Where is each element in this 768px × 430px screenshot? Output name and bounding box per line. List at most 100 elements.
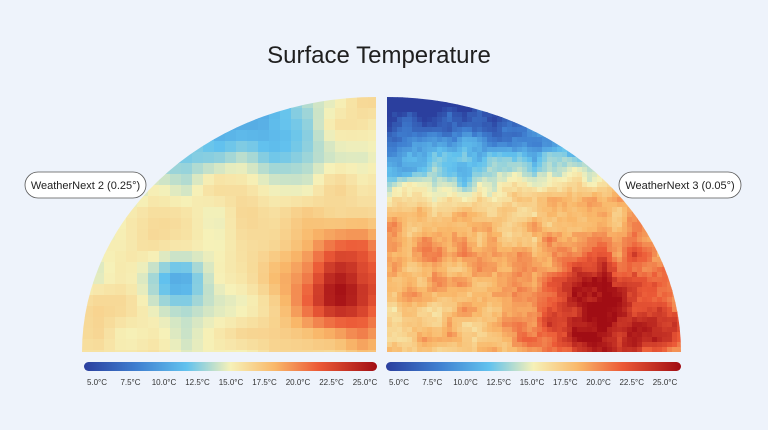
heat-cell <box>522 267 528 273</box>
heat-cell <box>148 273 160 285</box>
heat-cell <box>357 339 369 351</box>
heat-cell <box>532 162 538 168</box>
heat-cell <box>302 163 314 175</box>
heat-cell <box>457 242 463 248</box>
heat-cell <box>652 262 658 268</box>
heat-cell <box>236 229 248 241</box>
heat-cell <box>607 172 613 178</box>
heat-cell <box>497 302 503 308</box>
heat-cell <box>517 167 523 173</box>
heat-cell <box>537 197 543 203</box>
heat-cell <box>552 112 558 118</box>
heat-cell <box>502 112 508 118</box>
heat-cell <box>324 119 336 131</box>
heat-cell <box>482 157 488 163</box>
heat-cell <box>607 277 613 283</box>
heat-cell <box>642 277 648 283</box>
heat-cell <box>225 130 237 142</box>
heat-cell <box>632 232 638 238</box>
heat-cell <box>612 102 618 108</box>
heat-cell <box>507 187 513 193</box>
heat-cell <box>392 212 398 218</box>
heat-cell <box>432 227 438 233</box>
heat-cell <box>477 277 483 283</box>
heat-cell <box>557 107 563 113</box>
heat-cell <box>412 252 418 258</box>
heat-cell <box>527 137 533 143</box>
heat-cell <box>637 257 643 263</box>
heat-cell <box>137 152 149 164</box>
heat-cell <box>537 267 543 273</box>
heat-cell <box>532 252 538 258</box>
heat-cell <box>269 251 281 263</box>
heat-cell <box>567 272 573 278</box>
heat-cell <box>592 197 598 203</box>
heat-cell <box>477 322 483 328</box>
heat-cell <box>667 282 673 288</box>
heat-cell <box>542 142 548 148</box>
heat-cell <box>225 196 237 208</box>
heat-cell <box>537 227 543 233</box>
heat-cell <box>392 327 398 333</box>
heat-cell <box>672 252 678 258</box>
heat-cell <box>522 162 528 168</box>
heat-cell <box>667 142 673 148</box>
heat-cell <box>170 163 182 175</box>
heat-cell <box>582 317 588 323</box>
heat-cell <box>507 332 513 338</box>
heat-cell <box>417 267 423 273</box>
heat-cell <box>472 97 478 103</box>
heat-cell <box>417 212 423 218</box>
heat-cell <box>587 242 593 248</box>
heat-cell <box>502 292 508 298</box>
heat-cell <box>477 97 483 103</box>
heat-cell <box>203 339 215 351</box>
heat-cell <box>637 272 643 278</box>
heat-cell <box>346 207 358 219</box>
heat-cell <box>313 119 325 131</box>
heat-cell <box>82 207 94 219</box>
heat-cell <box>552 282 558 288</box>
heat-cell <box>407 192 413 198</box>
heat-cell <box>280 262 292 274</box>
heat-cell <box>407 117 413 123</box>
heat-cell <box>502 277 508 283</box>
heat-cell <box>542 117 548 123</box>
heat-cell <box>467 177 473 183</box>
heat-cell <box>427 222 433 228</box>
heat-cell <box>667 332 673 338</box>
heat-cell <box>392 282 398 288</box>
heat-cell <box>324 163 336 175</box>
heat-cell <box>557 312 563 318</box>
heat-cell <box>502 142 508 148</box>
heat-cell <box>280 306 292 318</box>
heat-cell <box>552 202 558 208</box>
heat-cell <box>335 174 347 186</box>
heat-cell <box>392 187 398 193</box>
heat-cell <box>452 242 458 248</box>
heat-cell <box>432 307 438 313</box>
heat-cell <box>517 232 523 238</box>
heat-cell <box>427 282 433 288</box>
heat-cell <box>507 227 513 233</box>
heat-cell <box>622 322 628 328</box>
heat-cell <box>93 207 105 219</box>
heat-cell <box>602 147 608 153</box>
heat-cell <box>642 252 648 258</box>
heat-cell <box>547 267 553 273</box>
heat-cell <box>457 147 463 153</box>
heat-cell <box>437 327 443 333</box>
heat-cell <box>547 182 553 188</box>
heat-cell <box>627 222 633 228</box>
heat-cell <box>662 317 668 323</box>
heat-cell <box>632 112 638 118</box>
heat-cell <box>335 339 347 351</box>
heat-cell <box>497 347 503 352</box>
heat-cell <box>115 339 127 351</box>
heat-cell <box>522 122 528 128</box>
heat-cell <box>527 332 533 338</box>
heat-cell <box>462 122 468 128</box>
heat-cell <box>487 237 493 243</box>
heat-cell <box>572 97 578 103</box>
heat-cell <box>632 277 638 283</box>
